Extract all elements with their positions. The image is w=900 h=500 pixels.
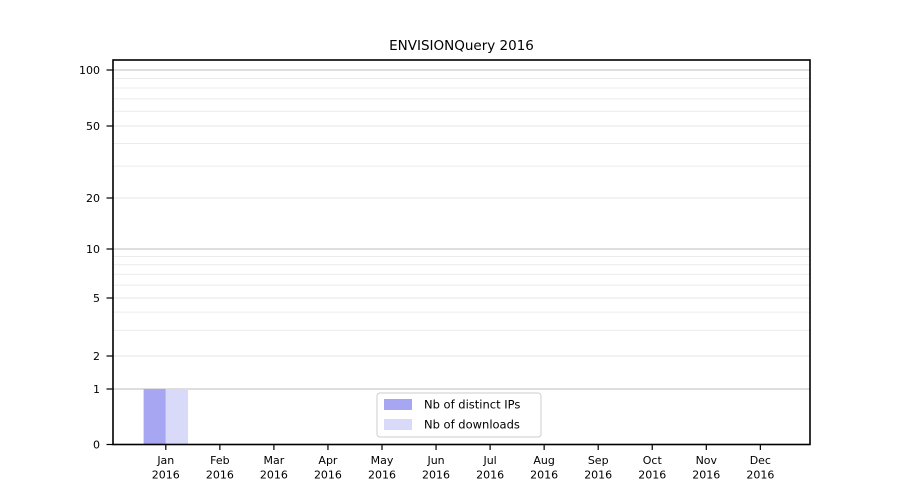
y-tick-label: 50 — [86, 120, 100, 133]
legend-swatch-downloads — [384, 419, 412, 430]
x-tick-label-year: 2016 — [530, 469, 558, 482]
y-tick-label: 10 — [86, 243, 100, 256]
x-tick-label-month: May — [371, 454, 394, 467]
bars — [143, 389, 188, 445]
x-tick-label-month: Feb — [210, 454, 229, 467]
x-tick-label-year: 2016 — [422, 469, 450, 482]
x-tick-label-year: 2016 — [746, 469, 774, 482]
y-axis-ticks: 0 1 2 5 10 20 50 100 — [79, 64, 113, 452]
y-tick-label: 20 — [86, 192, 100, 205]
x-tick-label-year: 2016 — [692, 469, 720, 482]
legend-swatch-distinct-ips — [384, 399, 412, 410]
y-tick-label: 5 — [93, 292, 100, 305]
x-tick-label-month: Oct — [643, 454, 663, 467]
x-tick-label-year: 2016 — [368, 469, 396, 482]
x-tick-label-year: 2016 — [584, 469, 612, 482]
x-tick-label-month: Aug — [533, 454, 554, 467]
bar-distinct-ips — [143, 389, 166, 445]
y-tick-label: 0 — [93, 439, 100, 452]
y-tick-label: 100 — [79, 64, 100, 77]
legend: Nb of distinct IPs Nb of downloads — [376, 392, 542, 438]
y-tick-label: 1 — [93, 383, 100, 396]
x-axis-ticks: Jan 2016 Feb 2016 Mar 2016 Apr 2016 May 2016 Jun 20… — [152, 444, 774, 482]
legend-box — [376, 392, 542, 438]
x-tick-label-month: Jan — [156, 454, 174, 467]
x-tick-label-month: Jul — [482, 454, 496, 467]
legend-label-distinct-ips: Nb of distinct IPs — [424, 398, 520, 412]
x-tick-label-year: 2016 — [638, 469, 666, 482]
plot-border — [112, 59, 811, 446]
x-tick-label-year: 2016 — [476, 469, 504, 482]
x-tick-label-year: 2016 — [152, 469, 180, 482]
x-tick-label-year: 2016 — [314, 469, 342, 482]
chart-title: ENVISIONQuery 2016 — [389, 38, 534, 54]
bar-downloads — [165, 389, 188, 445]
gridlines — [113, 69, 810, 390]
x-tick-label-month: Jun — [426, 454, 444, 467]
x-tick-label-month: Dec — [750, 454, 771, 467]
x-tick-label-month: Apr — [318, 454, 338, 467]
x-tick-label-month: Sep — [588, 454, 609, 467]
legend-label-downloads: Nb of downloads — [424, 418, 520, 432]
x-tick-label-year: 2016 — [260, 469, 288, 482]
x-tick-label-month: Nov — [696, 454, 718, 467]
x-tick-label-month: Mar — [264, 454, 285, 467]
x-tick-label-year: 2016 — [206, 469, 234, 482]
y-tick-label: 2 — [93, 350, 100, 363]
